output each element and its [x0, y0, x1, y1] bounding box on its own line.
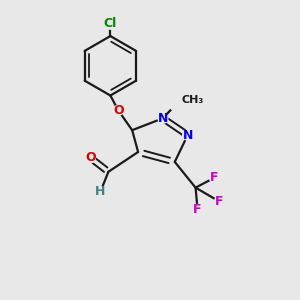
Text: N: N: [158, 112, 168, 125]
Circle shape: [113, 106, 123, 115]
Text: H: H: [95, 185, 106, 198]
Text: F: F: [210, 171, 219, 184]
Text: CH₃: CH₃: [182, 95, 204, 106]
Circle shape: [104, 17, 116, 29]
Circle shape: [168, 88, 192, 112]
Text: O: O: [85, 152, 96, 164]
Circle shape: [193, 205, 202, 214]
Circle shape: [209, 173, 219, 183]
Text: O: O: [113, 104, 124, 117]
Circle shape: [214, 196, 224, 206]
Text: Cl: Cl: [104, 17, 117, 30]
Circle shape: [183, 130, 193, 140]
Circle shape: [96, 187, 105, 196]
Circle shape: [86, 153, 95, 163]
Circle shape: [158, 113, 168, 123]
Text: F: F: [215, 195, 224, 208]
Text: F: F: [193, 203, 202, 216]
Text: N: N: [182, 129, 193, 142]
